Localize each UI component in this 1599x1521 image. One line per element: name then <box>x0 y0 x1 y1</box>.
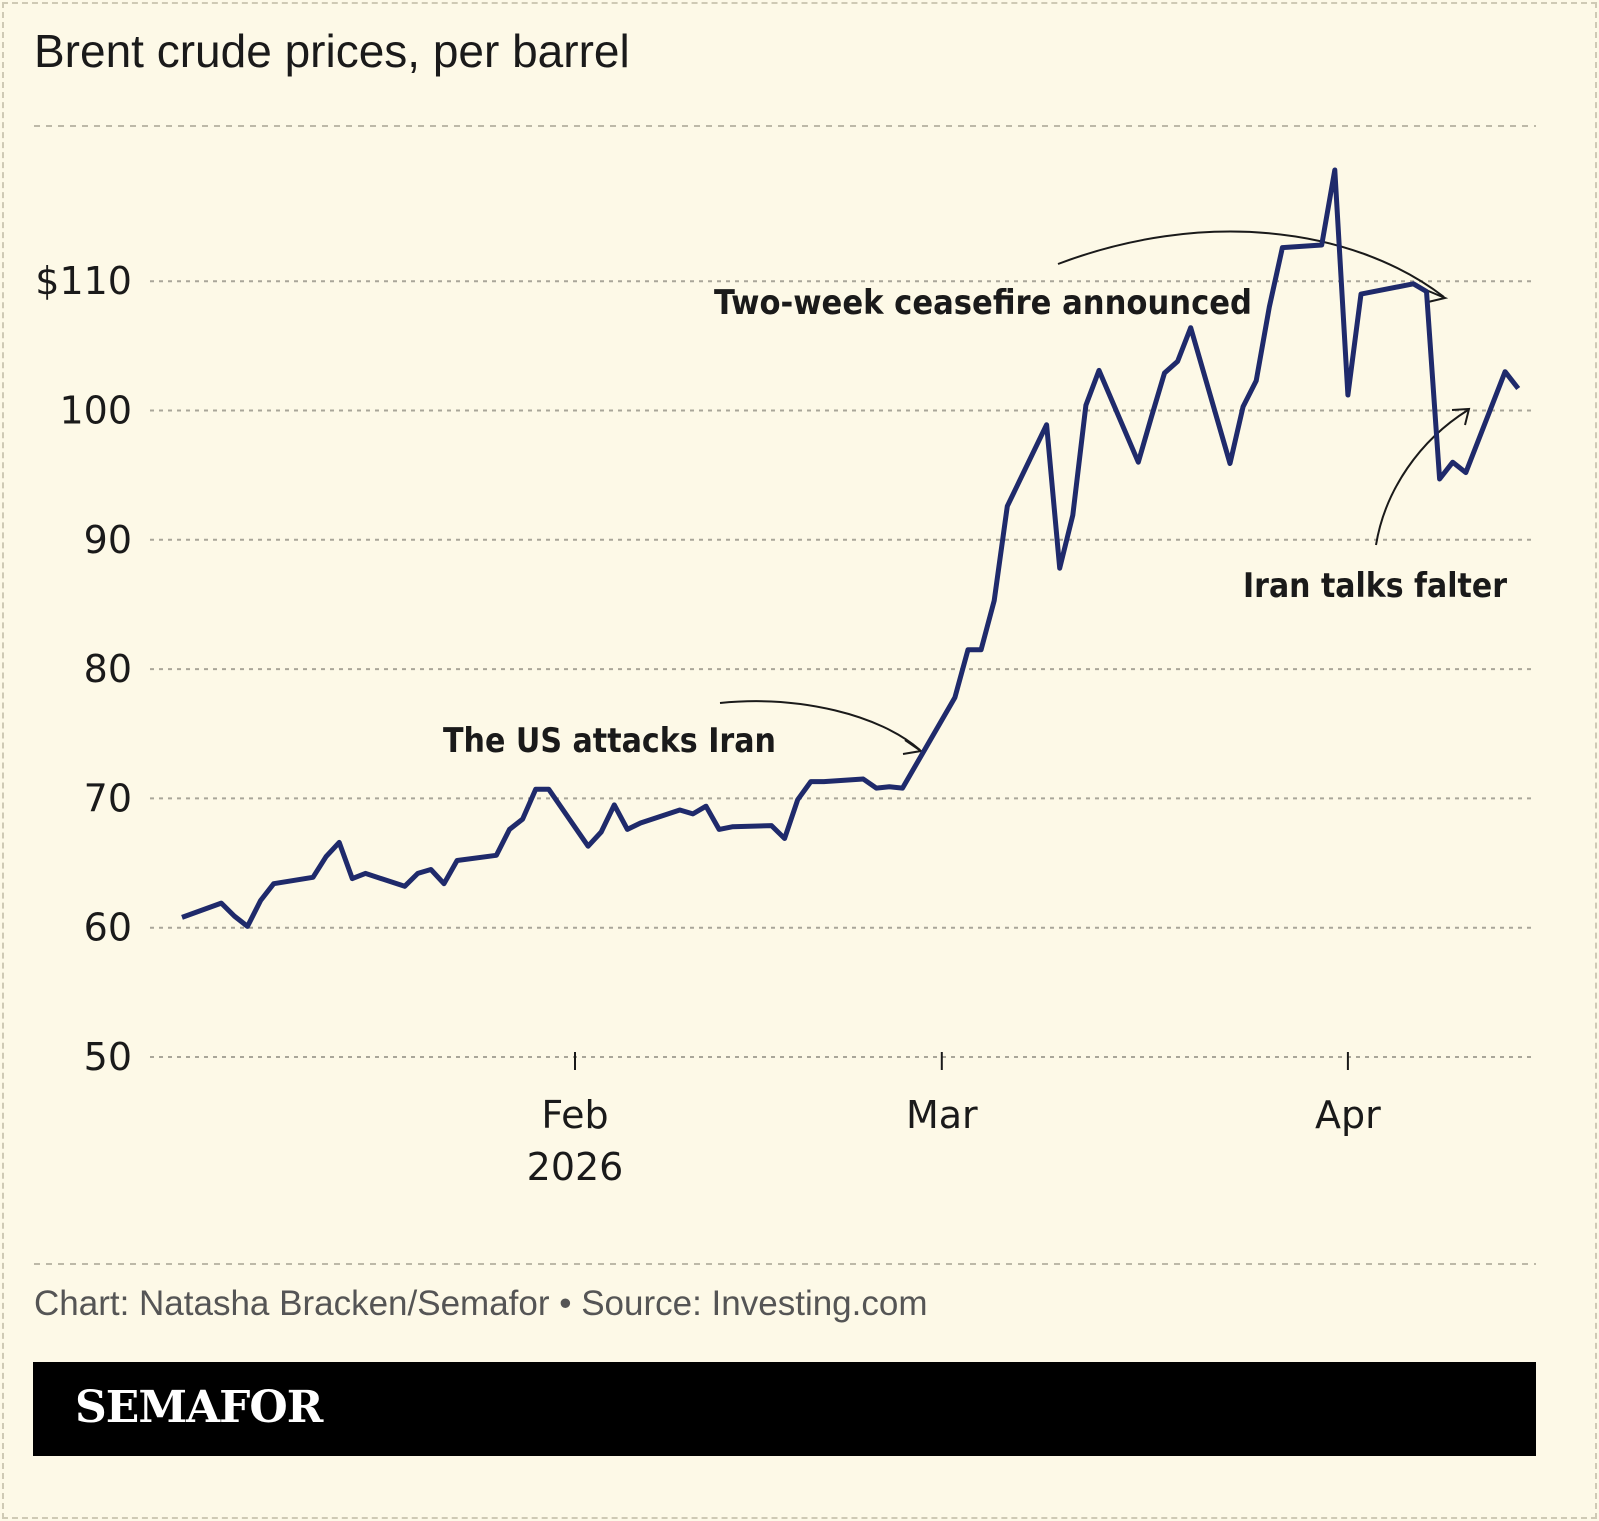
y-tick-label: 100 <box>59 389 132 433</box>
line-chart: 50 60 70 80 90 100 $110 Feb 2026 Mar Apr The US a… <box>34 125 1536 1265</box>
chart-title: Brent crude prices, per barrel <box>34 25 630 77</box>
annotation-arrow-ceasefire <box>1057 230 1445 298</box>
chart-credit: Chart: Natasha Bracken/Semafor • Source:… <box>34 1284 928 1323</box>
y-tick-label: 70 <box>84 776 132 820</box>
arrowhead-icon <box>1451 407 1471 426</box>
arrowhead-icon <box>902 739 924 755</box>
arrowhead-icon <box>1425 289 1449 303</box>
y-tick-label: 90 <box>84 518 132 562</box>
annotation-label: Iran talks falter <box>1243 566 1508 606</box>
y-tick-label: $110 <box>35 259 132 303</box>
x-tick-label: Mar <box>906 1093 978 1137</box>
x-tick-label: Apr <box>1315 1093 1381 1137</box>
annotation-label: The US attacks Iran <box>443 721 776 761</box>
annotation-arrow-attack <box>719 700 921 751</box>
x-tick-label: Feb <box>541 1093 608 1137</box>
series-line <box>181 167 1521 929</box>
x-tick-sublabel: 2026 <box>527 1145 624 1189</box>
y-tick-label: 60 <box>84 906 132 950</box>
annotation-arrow-talks <box>1375 409 1469 546</box>
y-tick-label: 50 <box>84 1035 132 1079</box>
brand-bar: SEMAFOR <box>33 1362 1536 1456</box>
semafor-logo: SEMAFOR <box>75 1382 323 1433</box>
y-tick-label: 80 <box>84 647 132 691</box>
annotation-label: Two-week ceasefire announced <box>714 283 1252 323</box>
